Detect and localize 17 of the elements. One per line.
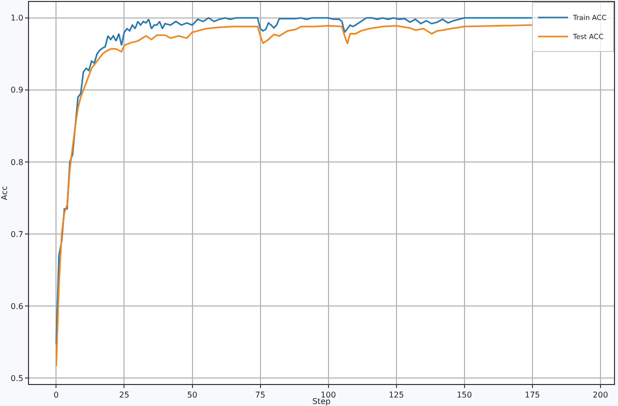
y-tick-label: 0.8 (10, 158, 24, 167)
x-tick-label: 75 (255, 390, 266, 400)
x-tick-label: 25 (119, 390, 130, 400)
y-tick-label: 1.0 (10, 14, 24, 23)
x-tick-label: 200 (592, 390, 608, 400)
y-tick-label: 0.7 (10, 230, 24, 239)
y-tick-label: 0.5 (10, 374, 24, 384)
x-tick-label: 125 (388, 390, 404, 400)
x-tick-label: 175 (524, 390, 540, 400)
x-tick-label: 0 (54, 390, 59, 400)
y-axis-title: Acc (0, 186, 9, 200)
x-tick-label: 50 (187, 390, 198, 400)
y-tick-label: 0.9 (10, 86, 24, 95)
y-tick-label: 0.6 (10, 302, 24, 311)
x-axis-title: Step (312, 397, 331, 406)
x-tick-label: 100 (320, 390, 336, 400)
x-tick-label: 150 (456, 390, 472, 400)
